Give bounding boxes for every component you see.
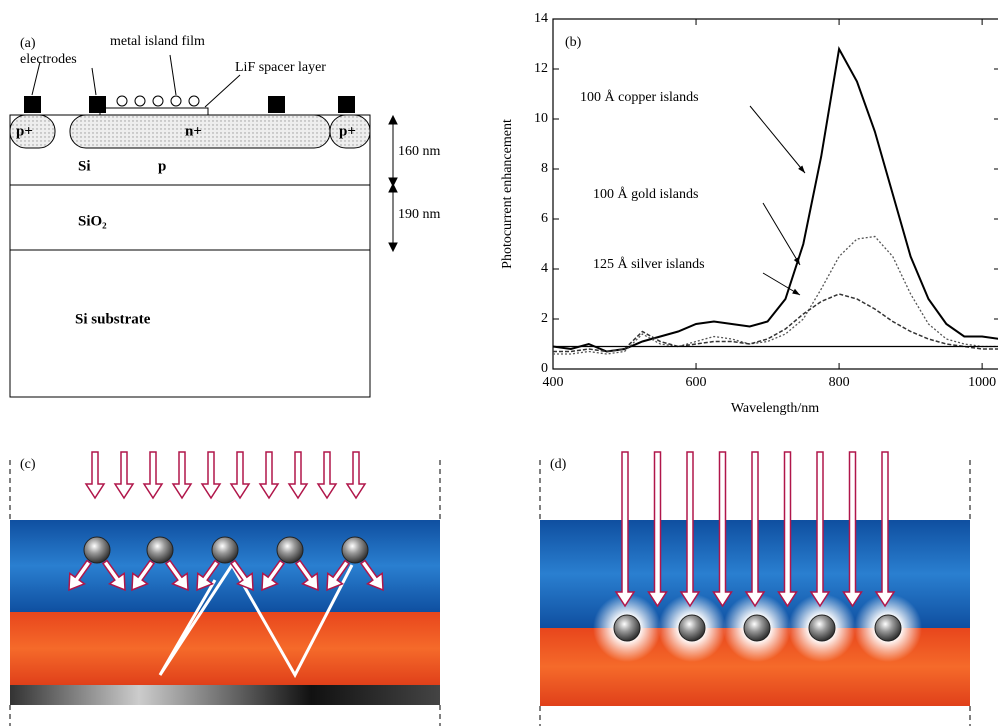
panel-b: (b) Wavelength/nm Photocurrent enhanceme… [500, 11, 998, 416]
series-annotation: 100 Å gold islands [593, 186, 698, 202]
lif-layer [100, 108, 208, 115]
light-arrow [289, 452, 307, 498]
electrode [338, 96, 355, 113]
dimension-arrows [389, 116, 397, 251]
light-arrow [115, 452, 133, 498]
label: p [158, 158, 166, 174]
nanoparticle [147, 537, 173, 563]
y-tick-label: 6 [541, 211, 548, 226]
y-tick-label: 4 [541, 261, 548, 276]
panel-label: (c) [20, 457, 36, 472]
label: SiO₂ [78, 213, 107, 229]
y-tick-label: 10 [534, 111, 548, 126]
series-annotation: 125 Å silver islands [593, 256, 705, 272]
label: p+ [339, 123, 356, 139]
label: metal island film [110, 34, 205, 49]
nanoparticle [809, 615, 835, 641]
back-reflector [10, 685, 440, 705]
label: electrodes [20, 52, 77, 67]
y-axis-label: Photocurrent enhancement [500, 119, 515, 269]
panel-d: (d) [540, 452, 970, 726]
light-arrow [202, 452, 220, 498]
x-tick-label: 600 [686, 375, 707, 390]
nanoparticle [744, 615, 770, 641]
panel-a: (a) electrodes metal island film LiF spa… [10, 34, 441, 397]
electrode [89, 96, 106, 113]
label: 160 nm [398, 144, 441, 159]
y-tick-label: 8 [541, 161, 548, 176]
panel-c: (c) [10, 452, 440, 726]
label: Si substrate [75, 311, 151, 327]
nanoparticle [212, 537, 238, 563]
device-outline [10, 115, 370, 397]
figure: (a) electrodes metal island film LiF spa… [0, 0, 998, 726]
light-arrow [144, 452, 162, 498]
light-arrow [260, 452, 278, 498]
nanoparticle [614, 615, 640, 641]
y-tick-label: 14 [534, 11, 548, 26]
nanoparticle [342, 537, 368, 563]
y-tick-label: 2 [541, 311, 548, 326]
x-tick-label: 800 [829, 375, 850, 390]
x-tick-label: 1000 [968, 375, 996, 390]
nanoparticle [84, 537, 110, 563]
light-arrow [318, 452, 336, 498]
panel-label: (b) [565, 35, 582, 50]
layer-bottom [10, 612, 440, 685]
panel-label: (a) [20, 36, 36, 51]
electrode [24, 96, 41, 113]
annotation-arrow [763, 203, 800, 265]
light-arrow [347, 452, 365, 498]
metal-islands [117, 96, 199, 106]
nanoparticle [679, 615, 705, 641]
light-arrow [231, 452, 249, 498]
annotation-arrowhead [792, 289, 800, 295]
x-tick-label: 400 [543, 375, 564, 390]
nanoparticle [277, 537, 303, 563]
electrode [268, 96, 285, 113]
label: LiF spacer layer [235, 60, 326, 75]
layer-top [10, 520, 440, 612]
series-annotation: 100 Å copper islands [580, 89, 699, 105]
annotation-arrow [750, 106, 805, 173]
label: 190 nm [398, 207, 441, 222]
label: p+ [16, 123, 33, 139]
panel-label: (d) [550, 457, 567, 472]
label: Si [78, 158, 91, 174]
series-line [553, 237, 998, 355]
nanoparticle [875, 615, 901, 641]
y-tick-label: 0 [541, 361, 548, 376]
label: n+ [185, 123, 202, 139]
x-axis-label: Wavelength/nm [731, 401, 819, 416]
y-tick-label: 12 [534, 61, 548, 76]
light-arrow [173, 452, 191, 498]
light-arrow [86, 452, 104, 498]
